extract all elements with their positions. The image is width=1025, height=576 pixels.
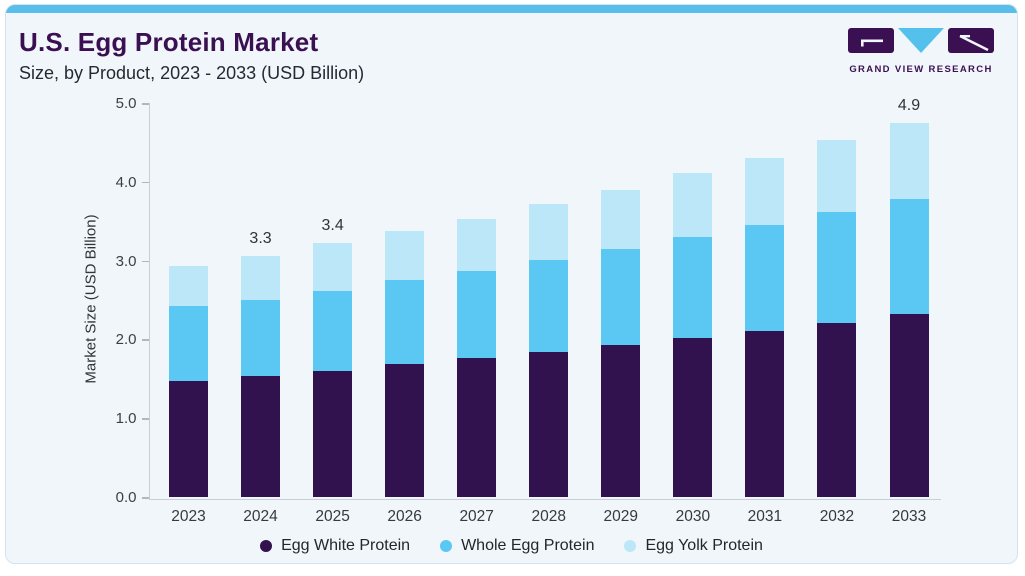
legend-label: Egg White Protein bbox=[281, 537, 411, 554]
y-tick-label: 5.0 bbox=[115, 95, 137, 112]
bar-segment-egg-white-protein bbox=[889, 314, 929, 497]
bar-segment-egg-white-protein bbox=[169, 381, 208, 497]
bar-segment-egg-yolk-protein bbox=[745, 158, 785, 226]
x-category-label: 2030 bbox=[675, 508, 711, 525]
legend-item-egg-yolk-protein: Egg Yolk Protein bbox=[624, 537, 763, 555]
bar-segment-whole-egg-protein bbox=[313, 290, 353, 371]
y-axis-tick bbox=[141, 103, 149, 105]
bar-segment-egg-white-protein bbox=[745, 330, 785, 497]
bar-segment-whole-egg-protein bbox=[601, 248, 641, 345]
stacked-bar-chart: Market Size (USD Billion) 0.0 1.0 2.0 3.0 4.… bbox=[6, 5, 1017, 563]
bar-segment-egg-white-protein bbox=[313, 370, 353, 497]
y-axis-tick bbox=[141, 260, 149, 263]
x-category-label: 2032 bbox=[819, 508, 855, 525]
bar-segment-egg-white-protein bbox=[457, 358, 497, 497]
bar-segment-egg-yolk-protein bbox=[601, 189, 641, 249]
x-category-label: 2024 bbox=[243, 508, 278, 525]
x-category-label: 2033 bbox=[891, 508, 927, 525]
y-axis-tick bbox=[141, 497, 149, 499]
bar-segment-whole-egg-protein bbox=[169, 306, 208, 382]
accent-strip bbox=[6, 5, 1017, 13]
x-category-label: 2023 bbox=[171, 508, 206, 525]
x-category-label: 2027 bbox=[459, 508, 494, 525]
legend-item-egg-white-protein: Egg White Protein bbox=[260, 537, 410, 555]
y-axis-title: Market Size (USD Billion) bbox=[82, 214, 100, 384]
bar-total-label: 4.9 bbox=[897, 97, 921, 115]
legend-dot-icon bbox=[260, 540, 273, 552]
bar-segment-egg-yolk-protein bbox=[673, 173, 713, 237]
legend-label: Whole Egg Protein bbox=[461, 537, 595, 554]
x-category-label: 2031 bbox=[747, 508, 783, 525]
y-tick-label: 0.0 bbox=[115, 489, 137, 506]
y-axis-line bbox=[148, 103, 150, 499]
x-category-label: 2028 bbox=[531, 508, 566, 525]
bar-segment-whole-egg-protein bbox=[457, 270, 497, 359]
y-axis-tick bbox=[141, 418, 149, 420]
bar-segment-egg-white-protein bbox=[241, 376, 281, 497]
bar-segment-egg-white-protein bbox=[385, 363, 425, 497]
bar-segment-egg-white-protein bbox=[601, 344, 641, 497]
chart-header: U.S. Egg Protein Market Size, by Product… bbox=[19, 27, 364, 84]
legend-label: Egg Yolk Protein bbox=[645, 537, 763, 554]
legend-dot-icon bbox=[440, 540, 453, 552]
legend-item-whole-egg-protein: Whole Egg Protein bbox=[440, 537, 594, 555]
page-title: U.S. Egg Protein Market bbox=[19, 27, 319, 57]
bar-segment-egg-yolk-protein bbox=[529, 203, 569, 260]
chart-card: U.S. Egg Protein Market Size, by Product… bbox=[5, 4, 1018, 564]
bar-segment-whole-egg-protein bbox=[889, 199, 929, 315]
bar-segment-egg-white-protein bbox=[673, 337, 713, 497]
y-tick-label: 1.0 bbox=[115, 410, 137, 428]
page-subtitle: Size, by Product, 2023 - 2033 (USD Billi… bbox=[19, 63, 365, 83]
bar-segment-egg-yolk-protein bbox=[313, 243, 353, 291]
x-category-label: 2026 bbox=[387, 508, 422, 525]
bar-segment-egg-white-protein bbox=[817, 322, 857, 497]
chart-legend: Egg White Protein Whole Egg Protein Egg Yo… bbox=[6, 537, 1017, 555]
bar-segment-egg-yolk-protein bbox=[241, 255, 281, 300]
bar-segment-whole-egg-protein bbox=[241, 300, 281, 377]
bar-total-label: 3.3 bbox=[249, 229, 272, 247]
bar-segment-egg-white-protein bbox=[529, 352, 569, 497]
bar-segment-whole-egg-protein bbox=[529, 259, 569, 352]
y-tick-label: 4.0 bbox=[115, 173, 137, 191]
bar-total-label: 3.4 bbox=[321, 217, 344, 235]
x-category-label: 2025 bbox=[315, 508, 350, 525]
logo-text: GRAND VIEW RESEARCH bbox=[849, 64, 993, 75]
legend-dot-icon bbox=[624, 540, 637, 552]
bar-segment-whole-egg-protein bbox=[817, 211, 857, 323]
y-tick-label: 3.0 bbox=[115, 252, 137, 270]
bar-segment-egg-yolk-protein bbox=[169, 266, 208, 307]
x-axis-line bbox=[148, 498, 941, 500]
bar-segment-egg-yolk-protein bbox=[457, 218, 497, 271]
bar-segment-egg-yolk-protein bbox=[385, 231, 425, 281]
y-axis-tick bbox=[141, 181, 149, 184]
bar-segment-whole-egg-protein bbox=[745, 225, 785, 331]
gvr-logo-icon bbox=[848, 28, 994, 53]
grand-view-research-logo: GRAND VIEW RESEARCH bbox=[847, 27, 995, 75]
bar-segment-whole-egg-protein bbox=[673, 236, 713, 338]
x-category-label: 2029 bbox=[603, 508, 639, 525]
bar-segment-whole-egg-protein bbox=[385, 280, 425, 364]
y-axis-tick bbox=[141, 339, 149, 341]
bar-segment-egg-yolk-protein bbox=[889, 123, 929, 200]
bar-segment-egg-yolk-protein bbox=[817, 140, 857, 212]
y-tick-label: 2.0 bbox=[115, 331, 137, 349]
